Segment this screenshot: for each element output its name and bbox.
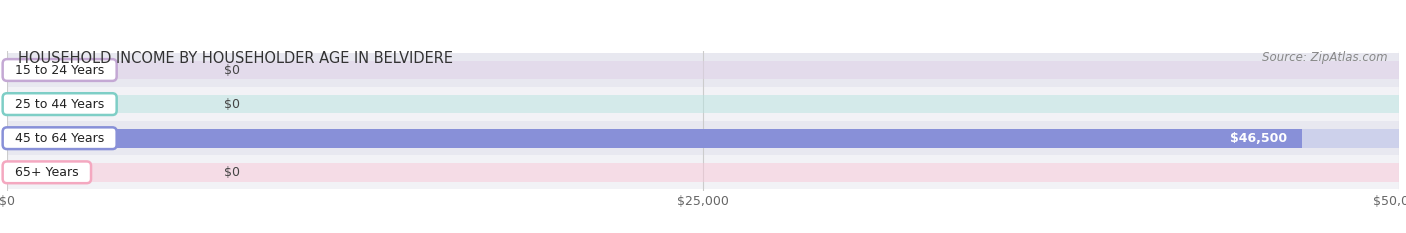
Text: 25 to 44 Years: 25 to 44 Years xyxy=(7,98,112,111)
Bar xyxy=(7,129,1399,147)
Bar xyxy=(7,87,1399,121)
Text: Source: ZipAtlas.com: Source: ZipAtlas.com xyxy=(1263,51,1388,64)
Text: $0: $0 xyxy=(224,98,240,111)
Text: $46,500: $46,500 xyxy=(1230,132,1288,145)
Text: $0: $0 xyxy=(224,64,240,76)
Bar xyxy=(7,129,1302,147)
Bar xyxy=(7,121,1399,155)
Bar xyxy=(7,163,1399,182)
Text: 45 to 64 Years: 45 to 64 Years xyxy=(7,132,112,145)
Text: 65+ Years: 65+ Years xyxy=(7,166,87,179)
Text: HOUSEHOLD INCOME BY HOUSEHOLDER AGE IN BELVIDERE: HOUSEHOLD INCOME BY HOUSEHOLDER AGE IN B… xyxy=(18,51,453,66)
Bar xyxy=(7,53,1399,87)
Text: 15 to 24 Years: 15 to 24 Years xyxy=(7,64,112,76)
Bar xyxy=(7,61,1399,79)
Bar xyxy=(7,155,1399,189)
Bar xyxy=(7,95,1399,113)
Text: $0: $0 xyxy=(224,166,240,179)
